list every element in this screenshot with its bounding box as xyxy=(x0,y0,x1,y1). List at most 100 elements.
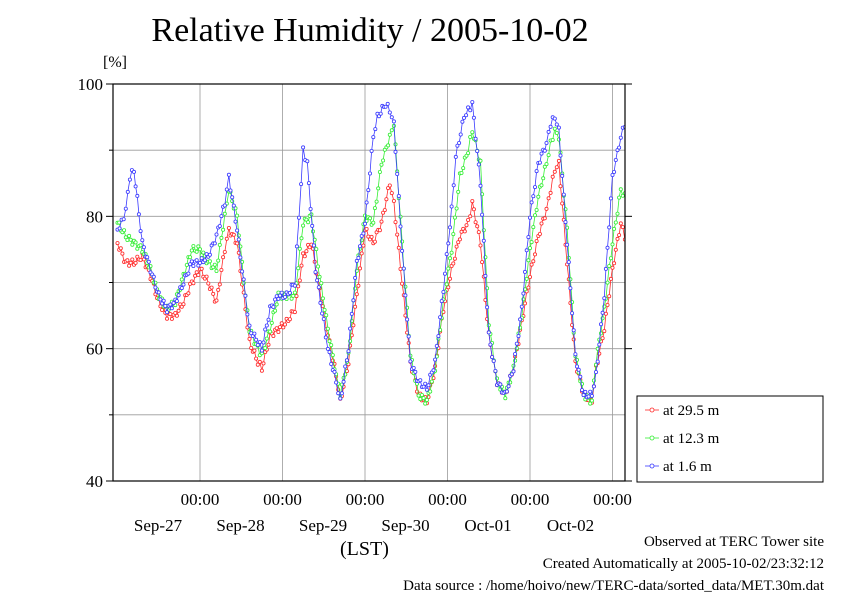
data-point xyxy=(259,348,264,353)
data-point xyxy=(255,342,260,347)
data-point xyxy=(627,129,630,132)
data-point xyxy=(451,232,456,237)
data-point xyxy=(473,220,478,225)
data-point xyxy=(211,291,216,296)
data-point xyxy=(612,169,617,174)
data-point xyxy=(357,266,362,271)
data-point xyxy=(523,269,528,274)
data-point xyxy=(366,188,371,193)
data-point xyxy=(447,276,452,281)
data-point xyxy=(403,293,408,298)
footer-created: Created Automatically at 2005-10-02/23:3… xyxy=(542,556,824,572)
data-point xyxy=(537,160,542,165)
data-point xyxy=(323,335,328,340)
data-point xyxy=(379,219,384,224)
y-tick-label: 100 xyxy=(78,75,104,94)
data-point xyxy=(485,305,490,310)
data-point xyxy=(610,265,615,270)
data-point xyxy=(534,239,539,244)
data-point xyxy=(533,252,538,257)
data-point xyxy=(176,293,181,298)
data-point xyxy=(483,273,488,278)
data-point xyxy=(506,384,511,389)
data-point xyxy=(454,206,459,211)
data-point xyxy=(429,379,434,384)
data-point xyxy=(145,255,150,260)
data-point xyxy=(523,301,528,306)
data-point xyxy=(371,220,376,225)
x-tick-time-label: 00:00 xyxy=(428,490,467,509)
data-point xyxy=(371,135,376,140)
data-point xyxy=(279,321,284,326)
data-point xyxy=(188,255,193,260)
data-point xyxy=(534,207,539,212)
data-point xyxy=(610,172,615,177)
data-point xyxy=(456,189,461,194)
data-point xyxy=(387,132,392,137)
data-point xyxy=(257,359,262,364)
data-point xyxy=(240,269,245,274)
data-point xyxy=(568,277,573,282)
x-tick-date-label: Sep-29 xyxy=(299,516,347,535)
data-point xyxy=(418,378,423,383)
data-point xyxy=(221,255,226,260)
data-point xyxy=(491,358,496,363)
data-point xyxy=(238,255,243,260)
data-point xyxy=(297,278,302,283)
data-point xyxy=(529,262,534,267)
data-point xyxy=(351,298,356,303)
x-tick-time-label: 00:00 xyxy=(263,490,302,509)
data-point xyxy=(330,353,335,358)
data-point xyxy=(376,186,381,191)
data-point xyxy=(446,266,451,271)
data-point xyxy=(174,299,179,304)
data-point xyxy=(206,281,211,286)
data-point xyxy=(480,212,485,217)
data-point xyxy=(127,177,132,182)
data-point xyxy=(513,358,518,363)
data-point xyxy=(161,298,166,303)
data-point xyxy=(595,359,600,364)
data-point xyxy=(130,257,135,262)
data-point xyxy=(196,263,201,268)
data-point xyxy=(299,182,304,187)
data-point xyxy=(421,384,426,389)
data-point xyxy=(212,262,217,267)
data-point xyxy=(353,304,358,309)
data-point xyxy=(138,257,143,262)
data-point xyxy=(353,275,358,280)
data-point xyxy=(188,262,193,267)
data-point xyxy=(602,329,607,334)
data-point xyxy=(264,323,269,328)
y-tick-label: 40 xyxy=(86,472,103,491)
data-point xyxy=(605,280,610,285)
data-point xyxy=(395,171,400,176)
data-point xyxy=(207,252,212,257)
data-point xyxy=(252,331,257,336)
chart-title: Relative Humidity / 2005-10-02 xyxy=(151,12,589,49)
data-point xyxy=(228,188,233,193)
data-point xyxy=(449,250,454,255)
data-point xyxy=(391,119,396,124)
data-point xyxy=(343,364,348,369)
footer-site: Observed at TERC Tower site xyxy=(643,534,824,550)
data-point xyxy=(321,316,326,321)
data-point xyxy=(580,388,585,393)
data-point xyxy=(304,249,309,254)
data-point xyxy=(214,298,219,303)
data-point xyxy=(544,140,549,145)
data-point xyxy=(231,203,236,208)
data-point xyxy=(276,296,281,301)
data-point xyxy=(398,266,403,271)
data-point xyxy=(317,274,322,279)
legend-label: at 29.5 m xyxy=(663,403,720,419)
data-point xyxy=(423,381,428,386)
data-point xyxy=(235,241,240,246)
data-point xyxy=(241,277,246,282)
data-point xyxy=(236,237,241,242)
data-point xyxy=(249,345,254,350)
data-point xyxy=(382,208,387,213)
data-point xyxy=(597,342,602,347)
data-point xyxy=(461,166,466,171)
data-point xyxy=(125,237,130,242)
